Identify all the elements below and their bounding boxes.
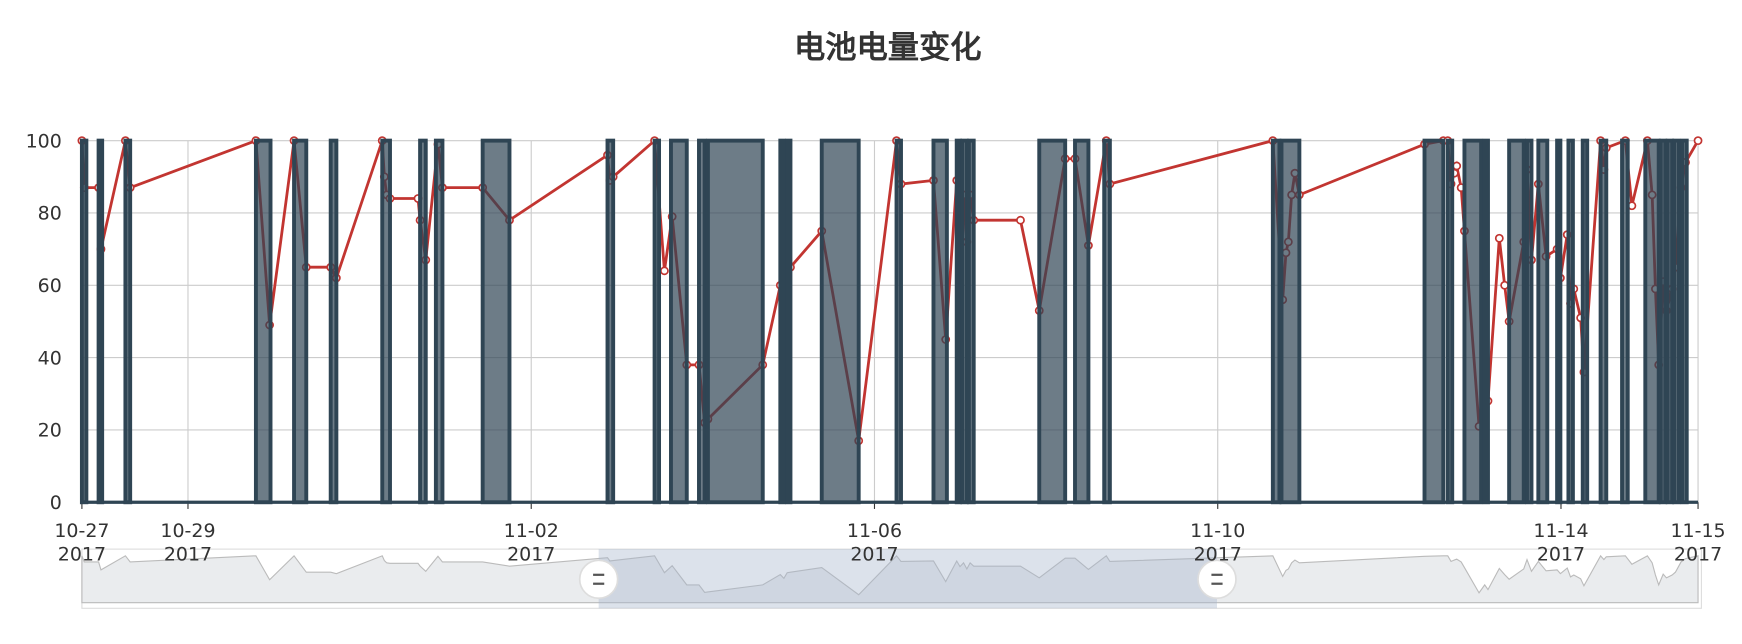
charging-block	[1525, 138, 1534, 505]
charging-block	[819, 138, 861, 505]
charging-block	[1507, 138, 1526, 505]
charging-block	[1580, 138, 1590, 505]
charging-block	[1643, 138, 1661, 505]
charging-block	[1422, 138, 1446, 505]
charging-block	[328, 138, 339, 505]
charging-block	[433, 138, 445, 505]
x-tick-label: 10-27 2017	[54, 520, 109, 565]
chart-title: 电池电量变化	[794, 29, 982, 66]
charging-block	[705, 138, 765, 505]
zoom-handle-knob[interactable]	[578, 559, 619, 600]
x-tick-label: 11-10 2017	[1190, 520, 1245, 565]
battery-point	[1452, 161, 1462, 171]
y-tick-label: 80	[38, 203, 62, 225]
charging-block	[418, 138, 428, 505]
charging-block	[1598, 138, 1609, 505]
zoom-window	[598, 549, 1217, 609]
y-tick-label: 60	[38, 275, 62, 297]
zoom-handle[interactable]	[1197, 559, 1237, 600]
charging-block	[123, 138, 133, 505]
charging-block	[1620, 138, 1630, 505]
charging-block	[1445, 138, 1455, 505]
charging-block	[697, 138, 707, 505]
battery-point	[660, 266, 669, 276]
charging-block	[1680, 138, 1689, 505]
charging-block	[96, 138, 105, 505]
charging-block	[605, 138, 616, 505]
zoom-shadow	[81, 554, 1699, 604]
x-tick-label: 11-02 2017	[504, 520, 559, 565]
x-tick-label: 11-06 2017	[847, 520, 902, 565]
charging-block	[1665, 138, 1675, 505]
y-tick-label: 100	[26, 130, 62, 152]
charging-block	[652, 138, 662, 505]
charging-block	[79, 138, 89, 505]
charging-block	[480, 138, 512, 505]
charging-block	[960, 138, 969, 505]
charging-block	[1279, 138, 1302, 505]
charging-block	[1102, 138, 1112, 505]
battery-point	[1500, 280, 1510, 290]
y-tick-label: 40	[38, 347, 62, 369]
zoom-handle[interactable]	[578, 559, 619, 600]
battery-point	[1693, 136, 1703, 146]
y-tick-label: 20	[38, 420, 62, 442]
zoom-frame	[81, 548, 1702, 609]
battery-point	[1016, 215, 1025, 225]
x-tick-label: 11-15 2017	[1670, 520, 1725, 565]
data-zoom	[81, 548, 1702, 609]
charging-block	[954, 138, 962, 505]
charging-block	[778, 138, 786, 505]
battery-line	[80, 137, 1700, 442]
charging-block	[1672, 138, 1681, 505]
charging-block	[931, 138, 949, 505]
charging-block	[1555, 138, 1563, 505]
charging-block	[966, 138, 976, 505]
y-tick-label: 0	[50, 492, 62, 514]
charging-block	[1658, 138, 1668, 505]
charging-block	[380, 138, 392, 505]
charging-block	[1566, 138, 1575, 505]
charging-block	[253, 138, 273, 505]
charging-block	[1536, 138, 1550, 505]
charging-block	[1037, 138, 1068, 505]
charging-block	[1462, 138, 1484, 505]
charging-block	[1073, 138, 1091, 505]
x-tick-label: 11-14 2017	[1533, 520, 1588, 565]
charging-block	[1482, 138, 1490, 505]
charging-block	[1270, 138, 1282, 505]
charging-block	[785, 138, 793, 505]
x-tick-label: 10-29 2017	[160, 520, 215, 565]
charging-block	[292, 138, 309, 505]
battery-point	[1494, 233, 1504, 243]
charging-block	[894, 138, 903, 505]
zoom-handle-knob[interactable]	[1197, 559, 1237, 600]
charging-block	[669, 138, 689, 505]
